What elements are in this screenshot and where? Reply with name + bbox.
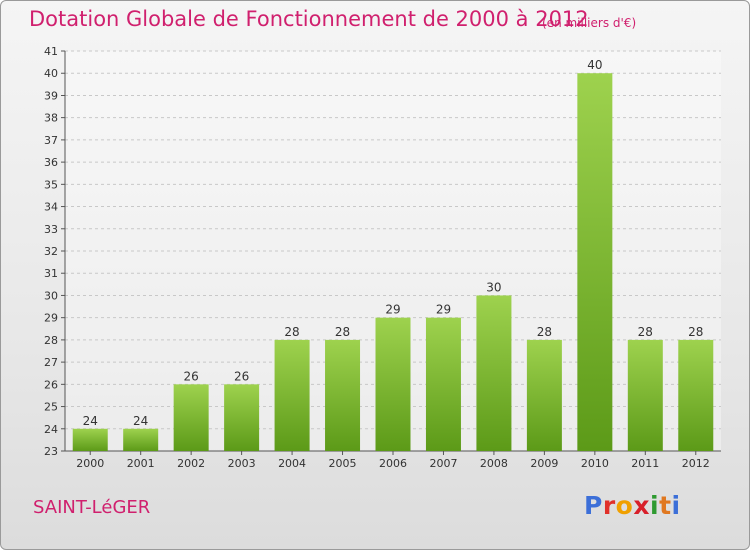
x-tick-label: 2011: [631, 457, 659, 470]
y-tick-label: 32: [44, 245, 58, 258]
y-tick-label: 38: [44, 112, 58, 125]
bar: [678, 339, 714, 451]
x-tick-label: 2007: [429, 457, 457, 470]
data-label: 28: [537, 325, 552, 339]
bar: [72, 428, 108, 451]
bar: [526, 339, 562, 451]
bar: [173, 384, 209, 451]
bar: [425, 317, 461, 451]
bar: [123, 428, 159, 451]
x-tick-label: 2005: [329, 457, 357, 470]
x-tick-label: 2004: [278, 457, 306, 470]
x-tick-label: 2006: [379, 457, 407, 470]
y-tick-label: 39: [44, 89, 58, 102]
y-tick-label: 40: [44, 67, 58, 80]
y-tick-label: 26: [44, 378, 58, 391]
x-tick-label: 2009: [530, 457, 558, 470]
bar: [274, 339, 310, 451]
data-label: 28: [335, 325, 350, 339]
data-label: 26: [234, 369, 249, 383]
y-tick-label: 41: [44, 45, 58, 58]
data-label: 30: [486, 280, 501, 294]
y-tick-label: 35: [44, 178, 58, 191]
bar: [375, 317, 411, 451]
x-tick-label: 2001: [127, 457, 155, 470]
data-label: 28: [284, 325, 299, 339]
y-tick-label: 23: [44, 445, 58, 458]
data-label: 28: [638, 325, 653, 339]
data-label: 29: [436, 303, 451, 317]
x-tick-label: 2000: [76, 457, 104, 470]
bar: [325, 339, 361, 451]
x-tick-label: 2003: [228, 457, 256, 470]
x-tick-label: 2008: [480, 457, 508, 470]
proxiti-logo: Proxiti: [584, 491, 681, 520]
data-label: 24: [83, 414, 98, 428]
data-label: 28: [688, 325, 703, 339]
y-tick-label: 31: [44, 267, 58, 280]
y-tick-label: 27: [44, 356, 58, 369]
chart-title: Dotation Globale de Fonctionnement de 20…: [29, 7, 589, 31]
commune-name: SAINT-LéGER: [33, 497, 151, 518]
y-tick-label: 24: [44, 423, 58, 436]
y-tick-label: 30: [44, 289, 58, 302]
data-label: 24: [133, 414, 148, 428]
y-tick-label: 29: [44, 312, 58, 325]
data-label: 29: [385, 303, 400, 317]
y-tick-label: 25: [44, 401, 58, 414]
y-tick-label: 28: [44, 334, 58, 347]
data-label: 40: [587, 58, 602, 72]
y-tick-label: 36: [44, 156, 58, 169]
y-tick-label: 34: [44, 201, 58, 214]
bar: [577, 73, 613, 451]
y-tick-label: 33: [44, 223, 58, 236]
data-label: 26: [184, 369, 199, 383]
y-tick-label: 37: [44, 134, 58, 147]
x-tick-label: 2010: [581, 457, 609, 470]
bar: [224, 384, 260, 451]
chart-subtitle: (en milliers d'€): [542, 16, 637, 30]
bar: [476, 295, 512, 451]
x-tick-label: 2002: [177, 457, 205, 470]
bar: [627, 339, 663, 451]
x-tick-label: 2012: [682, 457, 710, 470]
